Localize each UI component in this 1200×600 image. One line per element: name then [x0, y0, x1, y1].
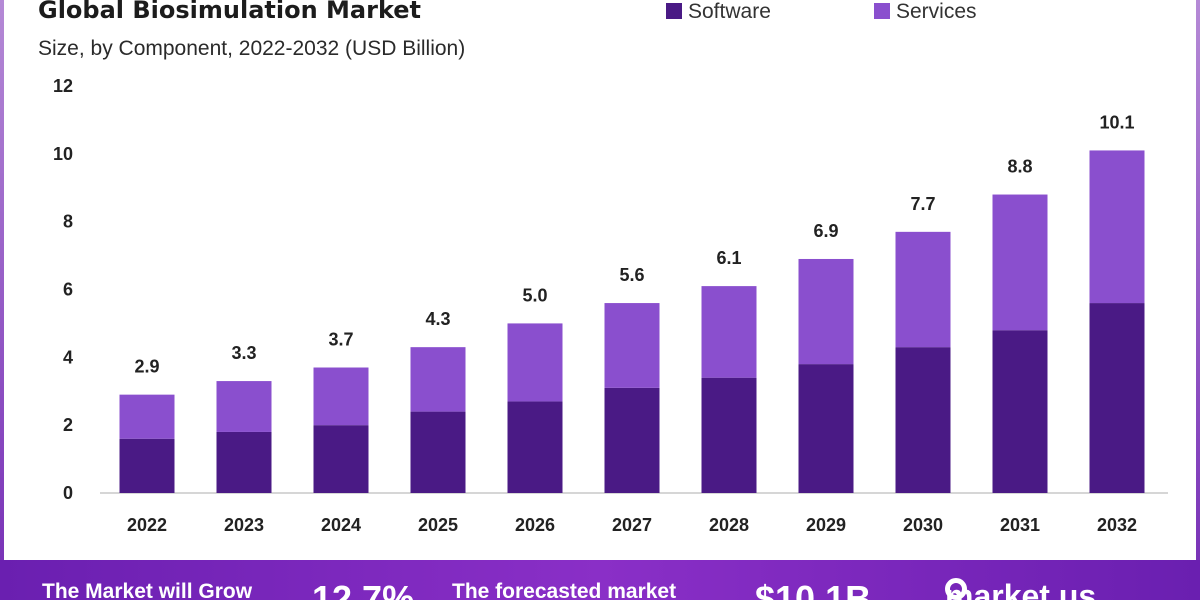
total-label-2029: 6.9	[813, 221, 838, 241]
bar-services-2031	[992, 194, 1048, 331]
bar-software-2025	[410, 411, 466, 493]
bar-software-2026	[507, 401, 563, 493]
x-tick-label-2026: 2026	[515, 515, 555, 535]
bar-services-2026	[507, 323, 563, 402]
y-tick-label-2: 2	[63, 415, 73, 435]
x-tick-label-2031: 2031	[1000, 515, 1040, 535]
bar-services-2025	[410, 347, 466, 412]
chart-subtitle: Size, by Component, 2022-2032 (USD Billi…	[38, 37, 466, 60]
total-label-2022: 2.9	[134, 357, 159, 377]
logo-icon	[945, 578, 967, 600]
y-tick-label-12: 12	[53, 76, 73, 96]
bar-software-2032	[1089, 303, 1145, 493]
bar-services-2028	[701, 286, 757, 378]
total-label-2030: 7.7	[910, 194, 935, 214]
chart-title: Global Biosimulation Market	[38, 0, 422, 24]
bar-software-2028	[701, 377, 757, 493]
legend-swatch-software	[666, 3, 682, 19]
x-tick-label-2028: 2028	[709, 515, 749, 535]
x-tick-label-2029: 2029	[806, 515, 846, 535]
legend-label-software: Software	[688, 0, 771, 23]
x-tick-label-2023: 2023	[224, 515, 264, 535]
bar-software-2029	[798, 364, 854, 493]
bar-software-2030	[895, 347, 951, 493]
bar-services-2029	[798, 258, 854, 365]
total-label-2024: 3.7	[328, 330, 353, 350]
bar-services-2022	[119, 394, 175, 439]
y-tick-label-8: 8	[63, 212, 73, 232]
brand-logo-text: market.us	[945, 578, 1097, 600]
bar-services-2023	[216, 381, 272, 432]
bar-services-2024	[313, 367, 369, 426]
banner-stat-value: $10.1B	[755, 578, 872, 600]
legend-swatch-services	[874, 3, 890, 19]
total-label-2025: 4.3	[425, 309, 450, 329]
frame-left-border	[0, 0, 4, 560]
total-label-2023: 3.3	[231, 343, 256, 363]
total-label-2031: 8.8	[1007, 157, 1032, 177]
x-tick-label-2024: 2024	[321, 515, 361, 535]
total-label-2028: 6.1	[716, 248, 741, 268]
banner-text-forecast: The forecasted market	[452, 580, 677, 600]
total-label-2026: 5.0	[522, 285, 547, 305]
y-tick-label-6: 6	[63, 280, 73, 300]
bar-services-2027	[604, 303, 660, 388]
y-tick-label-4: 4	[63, 347, 73, 367]
legend-item-services: Services	[874, 0, 977, 24]
bar-software-2023	[216, 431, 272, 493]
bar-software-2022	[119, 438, 175, 493]
y-tick-label-0: 0	[63, 483, 73, 503]
x-tick-label-2032: 2032	[1097, 515, 1137, 535]
x-tick-label-2022: 2022	[127, 515, 167, 535]
x-tick-label-2025: 2025	[418, 515, 458, 535]
legend-item-software: Software	[666, 0, 771, 24]
bar-services-2032	[1089, 150, 1145, 304]
bar-software-2031	[992, 330, 1048, 493]
x-tick-label-2030: 2030	[903, 515, 943, 535]
banner-text-growth: The Market will Grow	[42, 580, 253, 600]
x-tick-label-2027: 2027	[612, 515, 652, 535]
promo-banner: The Market will Grow 12.7% The forecaste…	[0, 560, 1200, 600]
total-label-2032: 10.1	[1099, 112, 1134, 132]
bar-chart: 0 2 4 6 8 10 12 2.9 2022 3.3 2023 3.7 2024 4.3 2025 5.0…	[53, 76, 1168, 535]
banner-stat-cagr: 12.7%	[312, 578, 415, 600]
bar-software-2024	[313, 425, 369, 493]
total-label-2027: 5.6	[619, 265, 644, 285]
y-tick-label-10: 10	[53, 144, 73, 164]
bar-software-2027	[604, 387, 660, 493]
legend-label-services: Services	[896, 0, 977, 23]
bar-services-2030	[895, 231, 951, 348]
frame-right-border	[1196, 0, 1200, 560]
